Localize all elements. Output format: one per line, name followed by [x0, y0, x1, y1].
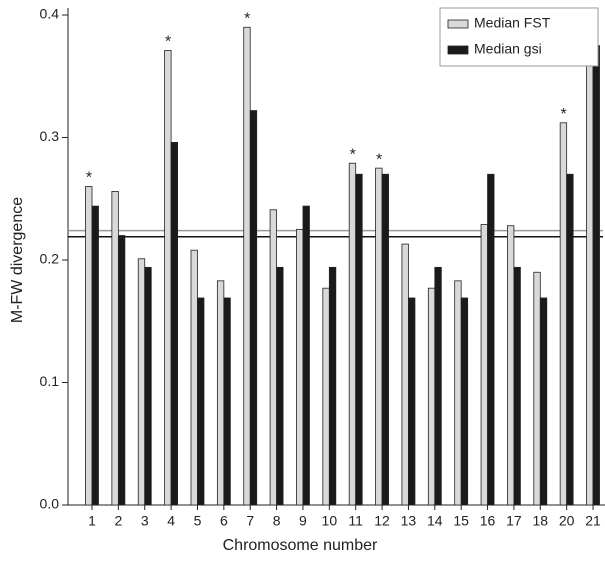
- annotation: *: [350, 146, 356, 163]
- bar: [507, 225, 515, 506]
- x-tick-label: 12: [374, 513, 390, 529]
- legend-swatch: [447, 45, 469, 55]
- bar: [355, 173, 363, 506]
- bar: [381, 173, 389, 506]
- bar: [566, 173, 574, 506]
- bar: [408, 297, 416, 506]
- bar: [302, 205, 310, 506]
- bar: [539, 297, 548, 506]
- x-tick-label: 18: [533, 513, 549, 529]
- y-tick-label: 0.4: [40, 6, 60, 22]
- bar: [269, 209, 277, 506]
- x-tick-label: 17: [506, 513, 522, 529]
- bar: [223, 297, 231, 506]
- bar: [170, 141, 179, 506]
- x-tick-label: 13: [401, 513, 417, 529]
- x-tick-label: 20: [559, 513, 575, 529]
- bar: [276, 266, 284, 506]
- annotation: *: [561, 106, 567, 123]
- x-tick-label: 16: [480, 513, 496, 529]
- y-tick-label: 0.1: [40, 373, 60, 389]
- annotation: *: [376, 151, 382, 168]
- bar: [401, 243, 409, 506]
- bar: [454, 280, 462, 506]
- bar: [322, 287, 330, 506]
- x-tick-label: 4: [167, 513, 175, 529]
- y-tick-label: 0.0: [40, 496, 60, 512]
- y-tick-label: 0.3: [40, 128, 60, 144]
- legend-box: [439, 7, 599, 67]
- bar: [164, 50, 172, 506]
- bar: [328, 266, 337, 506]
- x-tick-label: 8: [273, 513, 281, 529]
- x-tick-label: 10: [322, 513, 338, 529]
- x-tick-label: 15: [453, 513, 469, 529]
- bar: [197, 297, 205, 506]
- bar: [592, 45, 600, 506]
- bar: [513, 266, 521, 506]
- bar: [249, 110, 258, 506]
- bar: [85, 186, 93, 506]
- bar: [375, 167, 383, 506]
- x-axis-label: Chromosome number: [223, 537, 378, 554]
- bar: [243, 26, 251, 506]
- x-tick-label: 14: [427, 513, 443, 529]
- bar: [296, 228, 304, 506]
- bar: [586, 61, 594, 506]
- bar: [111, 190, 119, 506]
- x-tick-label: 11: [348, 513, 363, 529]
- legend-label: Median gsi: [474, 41, 542, 57]
- annotation: *: [165, 34, 171, 51]
- x-tick-label: 21: [585, 513, 601, 529]
- bar: [137, 258, 146, 506]
- bar: [427, 287, 436, 506]
- bar: [190, 249, 198, 506]
- x-tick-label: 5: [194, 513, 202, 529]
- bar: [460, 297, 469, 506]
- bar: [559, 122, 568, 506]
- x-tick-label: 6: [220, 513, 228, 529]
- legend-label: Median FST: [474, 15, 551, 31]
- bar: [144, 266, 152, 506]
- bar: [117, 235, 126, 506]
- bar: [533, 271, 541, 506]
- bar: [216, 280, 225, 506]
- annotation: *: [86, 170, 92, 187]
- x-tick-label: 1: [88, 513, 96, 529]
- bar: [434, 266, 442, 506]
- bar: [348, 162, 357, 506]
- y-tick-label: 0.2: [40, 251, 60, 267]
- y-axis-label: M-FW divergence: [9, 197, 26, 323]
- bar: [487, 173, 495, 506]
- bar: [480, 224, 488, 506]
- x-tick-label: 9: [299, 513, 307, 529]
- annotation: *: [244, 10, 250, 27]
- legend-swatch: [447, 19, 469, 29]
- bar: [91, 205, 99, 506]
- x-tick-label: 2: [114, 513, 122, 529]
- x-tick-label: 3: [141, 513, 149, 529]
- x-tick-label: 7: [246, 513, 254, 529]
